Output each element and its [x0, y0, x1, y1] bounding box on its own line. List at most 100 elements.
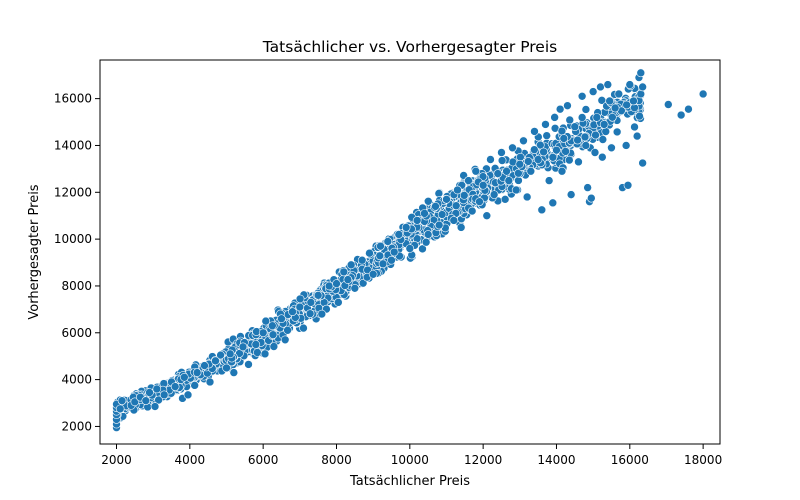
scatter-point — [269, 342, 279, 351]
scatter-point — [277, 314, 286, 324]
scatter-point — [698, 89, 708, 99]
scatter-point — [358, 278, 368, 288]
scatter-point — [519, 136, 528, 146]
scatter-point — [334, 298, 343, 307]
y-tick-label: 2000 — [61, 419, 92, 433]
scatter-point — [605, 96, 614, 106]
x-tick-label: 14000 — [537, 453, 575, 467]
scatter-point — [577, 91, 587, 101]
scatter-point — [557, 166, 567, 176]
x-tick-label: 8000 — [321, 453, 352, 467]
scatter-point — [612, 127, 622, 137]
scatter-point — [563, 101, 572, 110]
scatter-point — [357, 255, 367, 265]
scatter-point — [339, 267, 349, 277]
scatter-point — [676, 110, 686, 120]
scatter-point — [251, 340, 261, 349]
scatter-point — [561, 147, 570, 156]
x-tick-label: 2000 — [101, 453, 132, 467]
scatter-point — [601, 127, 611, 136]
scatter-point — [421, 237, 431, 247]
scatter-point — [268, 321, 277, 331]
scatter-point — [526, 166, 536, 176]
scatter-point — [258, 328, 268, 338]
scatter-point — [548, 152, 558, 162]
scatter-point — [150, 402, 160, 411]
scatter-point — [580, 132, 590, 142]
scatter-point — [343, 275, 353, 284]
scatter-point — [152, 384, 162, 394]
scatter-point — [592, 113, 602, 122]
y-tick-label: 12000 — [54, 185, 92, 199]
scatter-point — [420, 209, 429, 218]
scatter-point — [497, 148, 506, 157]
scatter-point — [154, 395, 163, 405]
x-tick-label: 16000 — [611, 453, 649, 467]
scatter-point — [115, 404, 125, 414]
scatter-point — [573, 135, 582, 145]
scatter-point — [260, 349, 270, 359]
x-axis-title: Tatsächlicher Preis — [349, 474, 470, 489]
scatter-point — [603, 80, 613, 89]
scatter-point — [629, 96, 638, 106]
scatter-point — [583, 183, 592, 192]
scatter-point — [623, 180, 633, 190]
scatter-point — [577, 113, 587, 122]
y-tick-label: 4000 — [61, 373, 92, 387]
scatter-point — [183, 390, 193, 400]
scatter-point — [536, 140, 545, 150]
scatter-point — [544, 176, 554, 185]
scatter-point — [497, 156, 507, 165]
scatter-point — [541, 120, 550, 129]
scatter-point — [500, 195, 510, 204]
scatter-point — [537, 205, 547, 215]
scatter-point — [190, 381, 199, 390]
scatter-point — [200, 361, 209, 370]
scatter-point — [261, 316, 271, 326]
scatter-point — [159, 390, 169, 400]
scatter-point — [453, 185, 462, 195]
scatter-point — [622, 100, 631, 110]
scatter-point — [431, 202, 440, 211]
scatter-point — [423, 230, 433, 239]
scatter-point — [638, 82, 647, 92]
scatter-point — [295, 302, 305, 312]
scatter-point — [376, 241, 385, 251]
scatter-point — [442, 195, 451, 204]
scatter-point — [375, 251, 385, 261]
scatter-point — [588, 87, 598, 96]
scatter-point — [559, 134, 569, 143]
scatter-point — [387, 255, 396, 265]
scatter-point — [663, 100, 673, 109]
scatter-point — [170, 382, 180, 391]
scatter-point — [638, 158, 647, 168]
scatter-point — [478, 180, 488, 190]
scatter-point — [522, 192, 532, 202]
scatter-point — [394, 230, 404, 239]
scatter-point — [283, 325, 292, 335]
scatter-point — [222, 363, 231, 373]
y-tick-label: 8000 — [61, 279, 92, 293]
scatter-point — [368, 269, 378, 279]
scatter-point — [550, 113, 559, 122]
y-tick-label: 16000 — [54, 92, 92, 106]
scatter-point — [511, 185, 521, 195]
scatter-point — [405, 244, 415, 253]
scatter-point — [346, 260, 356, 270]
scatter-point — [299, 323, 308, 333]
scatter-point — [229, 368, 239, 377]
scatter-point — [610, 103, 620, 113]
scatter-point — [552, 145, 561, 155]
scatter-point — [530, 127, 539, 136]
y-tick-label: 10000 — [54, 232, 92, 246]
scatter-point — [471, 166, 481, 176]
scatter-point — [621, 141, 631, 150]
scatter-point — [378, 259, 388, 269]
scatter-point — [141, 396, 151, 405]
x-tick-label: 6000 — [248, 453, 279, 467]
scatter-point — [515, 159, 525, 169]
scatter-point — [130, 397, 140, 407]
y-tick-label: 14000 — [54, 138, 92, 152]
